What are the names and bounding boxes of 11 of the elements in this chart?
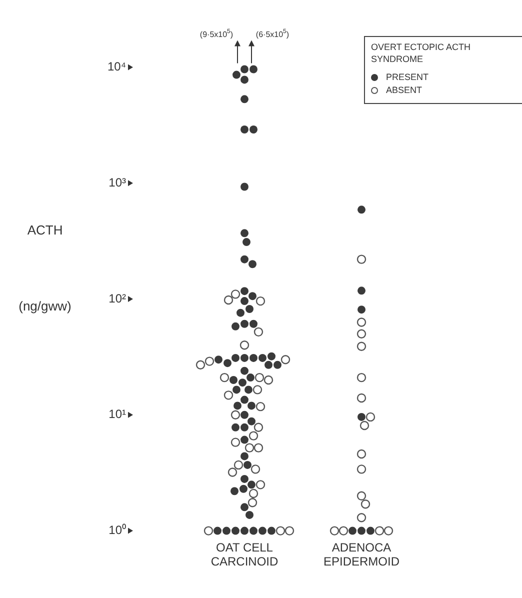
- legend-label: ABSENT: [386, 85, 422, 96]
- text: ACTH (ng/gww): [18, 222, 72, 314]
- x-tick-label: OAT CELL CARCINOID: [210, 540, 278, 569]
- legend-label: PRESENT: [386, 72, 429, 82]
- y-tick-label: 10¹: [108, 407, 126, 422]
- y-tick-label: 10³: [108, 175, 126, 190]
- y-tick-label: 10²: [108, 291, 126, 306]
- legend-title: OVERT ECTOPIC ACTH SYNDROME: [371, 42, 472, 66]
- y-tick-label: 10⁰: [108, 523, 126, 538]
- y-tick-label: 10⁴: [107, 60, 126, 74]
- x-tick-label: ADENOCA EPIDERMOID: [323, 540, 400, 569]
